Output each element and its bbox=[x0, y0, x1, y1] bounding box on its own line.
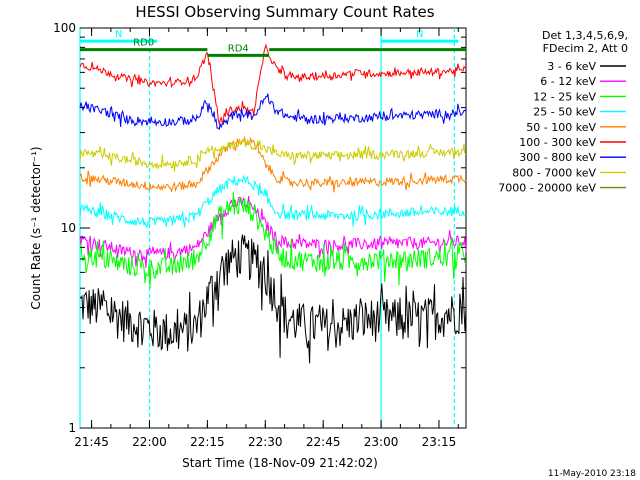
legend-label-8: 7000 - 20000 keV bbox=[498, 182, 596, 195]
annotation-label-0: N bbox=[115, 29, 122, 40]
legend-label-0: 3 - 6 keV bbox=[547, 60, 596, 73]
legend-label-5: 100 - 300 keV bbox=[519, 136, 596, 149]
x-tick-label-3: 22:30 bbox=[248, 435, 283, 449]
x-tick-label-1: 22:00 bbox=[132, 435, 167, 449]
legend-label-7: 800 - 7000 keV bbox=[512, 166, 596, 179]
series-line-6 bbox=[79, 93, 467, 131]
annotation-label-2: RD4 bbox=[228, 43, 249, 54]
series-line-3 bbox=[79, 174, 467, 229]
legend-label-4: 50 - 100 keV bbox=[526, 121, 596, 134]
x-axis-label: Start Time (18-Nov-09 21:42:02) bbox=[182, 456, 378, 470]
x-tick-label-5: 23:00 bbox=[364, 435, 399, 449]
plot-area: N N RD4 RD0 21:45 22:00 22:15 22:30 22:45 23:00 23… bbox=[53, 21, 467, 449]
series-line-7 bbox=[79, 138, 467, 173]
footer-timestamp: 11-May-2010 23:18 bbox=[548, 469, 636, 479]
annotation-label-1: N bbox=[416, 29, 423, 40]
x-tick-label-0: 21:45 bbox=[74, 435, 109, 449]
legend-label-1: 6 - 12 keV bbox=[540, 75, 596, 88]
legend-label-2: 12 - 25 keV bbox=[533, 90, 596, 103]
legend-header-1: Det 1,3,4,5,6,9, bbox=[542, 29, 628, 42]
x-tick-label-4: 22:45 bbox=[306, 435, 341, 449]
x-tick-label-6: 23:15 bbox=[422, 435, 457, 449]
series-line-2 bbox=[79, 192, 467, 289]
y-axis-label: Count Rate (s⁻¹ detector⁻¹) bbox=[29, 146, 43, 309]
y-tick-label-2: 100 bbox=[53, 21, 76, 35]
series-line-1 bbox=[79, 195, 467, 268]
annotation-label-3: RD0 bbox=[133, 38, 154, 49]
series-line-4 bbox=[79, 135, 467, 193]
legend-label-6: 300 - 800 keV bbox=[519, 151, 596, 164]
legend: 3 - 6 keV 6 - 12 keV 12 - 25 keV 25 - 50 ke… bbox=[498, 60, 626, 195]
x-tick-label-2: 22:15 bbox=[190, 435, 225, 449]
legend-header-2: FDecim 2, Att 0 bbox=[543, 42, 628, 55]
series-line-5 bbox=[79, 43, 467, 126]
plot-frame bbox=[79, 27, 467, 429]
series-line-0 bbox=[79, 234, 467, 364]
y-tick-label-1: 10 bbox=[61, 221, 76, 235]
y-tick-label-0: 1 bbox=[68, 421, 76, 435]
chart-title: HESSI Observing Summary Count Rates bbox=[135, 3, 434, 21]
legend-label-3: 25 - 50 keV bbox=[533, 106, 596, 119]
